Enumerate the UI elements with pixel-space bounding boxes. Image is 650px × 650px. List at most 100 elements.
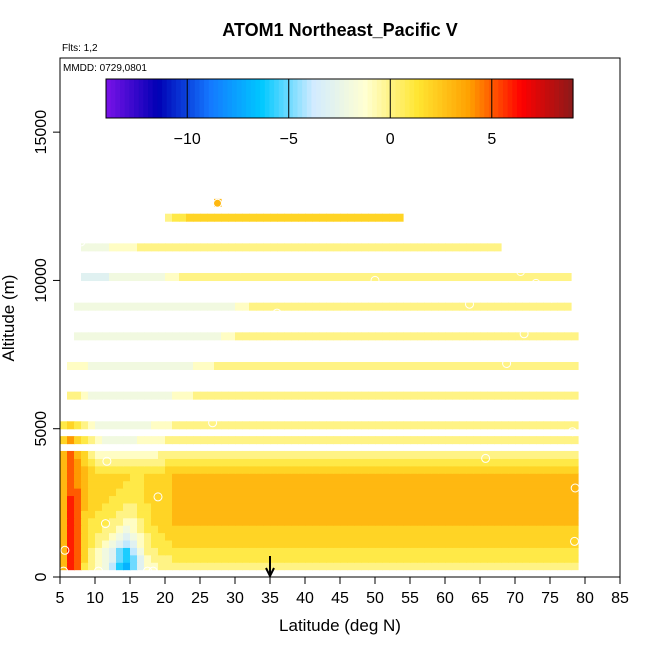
heatmap-cell [151,450,159,459]
heatmap-cell [228,273,236,282]
heatmap-cell [501,450,509,459]
sample-point [519,329,529,339]
heatmap-cell [263,480,271,489]
heatmap-cell [263,391,271,400]
heatmap-cell [550,436,558,445]
heatmap-cell [144,502,152,511]
heatmap-cell [340,243,348,252]
heatmap-cell [172,421,180,430]
colorbar-swatch [507,79,513,118]
heatmap-cell [445,450,453,459]
heatmap-cell [529,532,537,541]
heatmap-cell [494,332,502,341]
heatmap-cell [382,473,390,482]
heatmap-cell [368,361,376,370]
heatmap-cell [536,495,544,504]
heatmap-cell [207,302,215,311]
colorbar-swatch [474,79,481,118]
heatmap-cell [74,488,82,497]
heatmap-cell [361,510,369,519]
colorbar-swatch [493,79,499,118]
heatmap-cell [172,391,180,400]
colorbar-swatch [470,79,476,118]
heatmap-cell [550,554,558,563]
heatmap-cell [193,473,201,482]
heatmap-cell [88,450,96,459]
heatmap-cell [109,436,117,445]
heatmap-cell [263,273,271,282]
heatmap-cell [200,480,208,489]
heatmap-cell [522,517,530,526]
heatmap-cell [571,539,579,548]
heatmap-cell [277,273,285,282]
heatmap-cell [67,361,75,370]
heatmap-cell [466,473,474,482]
heatmap-cell [459,243,467,252]
heatmap-cell [116,488,124,497]
heatmap-cell [67,562,75,571]
heatmap-cell [522,532,530,541]
heatmap-cell [361,361,369,370]
heatmap-cell [459,562,467,571]
heatmap-cell [382,243,390,252]
heatmap-cell [235,525,243,534]
heatmap-cell [305,532,313,541]
heatmap-cell [123,436,131,445]
heatmap-cell [347,458,355,467]
heatmap-cell [207,532,215,541]
colorbar-swatch [442,79,448,118]
heatmap-cell [123,391,131,400]
heatmap-cell [557,361,565,370]
heatmap-cell [207,480,215,489]
heatmap-cell [375,332,383,341]
heatmap-cell [417,450,425,459]
heatmap-cell [410,473,418,482]
heatmap-cell [452,562,460,571]
sample-point [540,317,550,327]
heatmap-cell [319,473,327,482]
heatmap-cell [298,213,306,222]
heatmap-cell [158,436,166,445]
heatmap-cell [130,510,138,519]
heatmap-cell [550,458,558,467]
heatmap-cell [88,554,96,563]
heatmap-cell [396,450,404,459]
sample-point [570,483,580,493]
colorbar-swatch [306,79,313,118]
heatmap-cell [508,473,516,482]
heatmap-cell [137,525,145,534]
heatmap-cell [326,562,334,571]
heatmap-cell [333,539,341,548]
x-axis: 5 10 15 20 25 30 35 40 45 50 55 60 65 70 75 80 85 [56,576,629,607]
heatmap-cell [228,532,236,541]
heatmap-cell [466,302,474,311]
heatmap-cell [396,273,404,282]
heatmap-cell [487,421,495,430]
x-tick-label: 65 [471,590,489,607]
heatmap-cell [410,488,418,497]
heatmap-cell [242,302,250,311]
heatmap-cell [382,480,390,489]
heatmap-cell [221,554,229,563]
heatmap-cell [102,547,110,556]
heatmap-cell [165,421,173,430]
heatmap-cell [333,302,341,311]
heatmap-cell [431,473,439,482]
heatmap-cell [228,421,236,430]
heatmap-cell [529,436,537,445]
heatmap-cell [473,243,481,252]
heatmap-cell [88,361,96,370]
heatmap-cell [291,421,299,430]
heatmap-cell [368,391,376,400]
heatmap-cell [67,473,75,482]
heatmap-cell [74,391,82,400]
heatmap-cell [277,495,285,504]
heatmap-cell [550,273,558,282]
heatmap-cell [480,554,488,563]
heatmap-cell [501,510,509,519]
heatmap-cell [515,458,523,467]
heatmap-cell [410,547,418,556]
heatmap-cell [291,539,299,548]
heatmap-cell [459,532,467,541]
heatmap-cell [109,495,117,504]
